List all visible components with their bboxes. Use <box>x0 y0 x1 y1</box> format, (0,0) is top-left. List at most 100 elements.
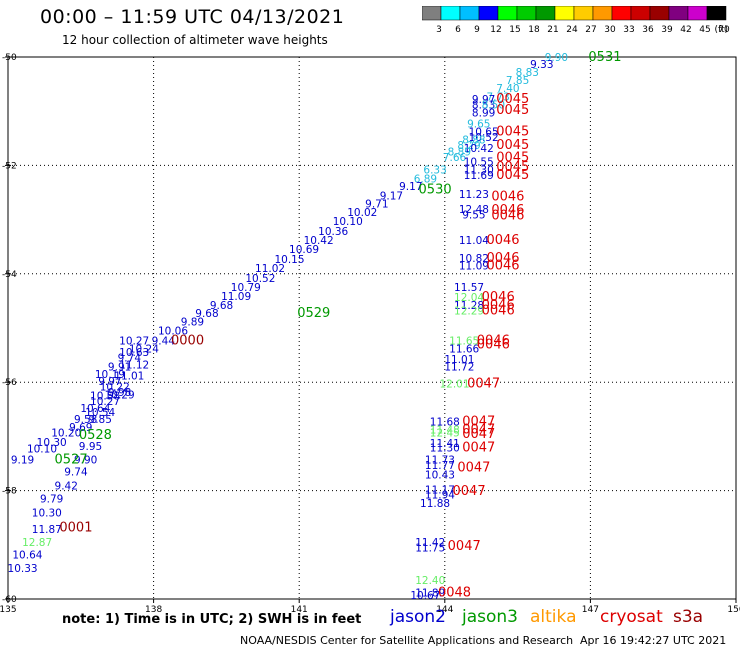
data-point-label: 8.29 <box>457 140 480 152</box>
data-point-label: 12.45 <box>430 427 460 439</box>
time-label: 0047 <box>453 484 486 499</box>
legend-jason3: jason3 <box>462 607 518 627</box>
data-point-label: 11.94 <box>425 490 455 502</box>
data-point-label: 10.30 <box>37 437 67 449</box>
data-point-label: 12.01 <box>439 379 469 391</box>
y-tick-label: -60 <box>2 595 17 605</box>
time-label: 0046 <box>482 290 515 305</box>
time-label: 0047 <box>462 427 495 442</box>
data-point-label: 11.65 <box>449 335 479 347</box>
data-point-label: 12.04 <box>454 292 484 304</box>
x-tick-label: 147 <box>582 605 599 615</box>
data-point-label: 11.01 <box>114 370 144 382</box>
data-point-label: 11.12 <box>119 360 149 372</box>
data-point-label: 11.02 <box>255 263 285 275</box>
time-label: 0046 <box>482 298 515 313</box>
data-point-label: 9.85 <box>89 414 112 426</box>
data-point-label: 9.97 <box>98 376 121 388</box>
data-point-label: 11.68 <box>430 417 460 429</box>
colorbar-tick-label: 6 <box>455 25 461 35</box>
time-label: 0047 <box>462 441 495 456</box>
time-label: 0047 <box>462 423 495 438</box>
time-label: 0045 <box>496 160 529 175</box>
colorbar-tick-label: 12 <box>490 25 501 35</box>
x-tick-label: 138 <box>145 605 162 615</box>
data-point-label: 9.42 <box>55 481 78 493</box>
page-subtitle: 12 hour collection of altimeter wave hei… <box>62 33 328 47</box>
data-point-label: 9.71 <box>365 199 388 211</box>
data-point-label: 11.09 <box>221 291 251 303</box>
time-label: 0529 <box>297 306 330 321</box>
data-point-label: 9.44 <box>152 335 176 347</box>
time-label: 0045 <box>496 138 529 153</box>
colorbar-tick-label: 27 <box>585 25 596 35</box>
data-point-label: 11.23 <box>459 189 489 201</box>
y-tick-label: -52 <box>2 161 17 171</box>
time-label: 0046 <box>486 258 519 273</box>
data-point-label: 10.64 <box>80 403 110 415</box>
time-label: 0530 <box>419 183 452 198</box>
data-point-label: 9.33 <box>530 59 553 71</box>
colorbar-tick-label: 36 <box>642 25 654 35</box>
y-tick-label: -56 <box>2 378 17 388</box>
data-point-label: 10.43 <box>425 470 455 482</box>
data-point-label: 10.20 <box>51 427 81 439</box>
data-point-label: 11.69 <box>464 170 494 182</box>
data-point-label: 9.69 <box>69 422 92 434</box>
time-label: 0046 <box>482 303 515 318</box>
data-point-label: 11.17 <box>425 484 455 496</box>
time-label: 0046 <box>491 190 524 205</box>
time-label: 0045 <box>496 103 529 118</box>
data-point-label: 11.77 <box>425 460 455 472</box>
data-point-label: 10.52 <box>469 132 499 144</box>
data-point-label: 9.65 <box>467 118 490 130</box>
legend-s3a: s3a <box>673 607 704 627</box>
colorbar-tick-label: 24 <box>566 25 578 35</box>
data-point-label: 9.91 <box>108 361 131 373</box>
data-point-label: 10.10 <box>333 216 363 228</box>
colorbar-swatch <box>706 6 727 21</box>
data-point-label: 9.90 <box>545 52 568 64</box>
colorbar-tick-label: 9 <box>474 25 480 35</box>
colorbar-tick-label: 21 <box>547 25 558 35</box>
time-label: 0531 <box>588 50 621 65</box>
time-label: 0528 <box>79 428 112 443</box>
time-label: 0047 <box>462 415 495 430</box>
data-point-label: 11.89 <box>415 587 445 599</box>
data-point-label: 11.57 <box>454 282 484 294</box>
x-tick-label: 150 <box>727 605 740 615</box>
data-point-label: 12.48 <box>459 204 489 216</box>
data-point-label: 9.90 <box>74 455 97 467</box>
colorbar-unit-label: (ft) <box>714 25 728 35</box>
data-point-label: 9.74 <box>64 466 88 478</box>
data-point-label: 10.15 <box>274 254 304 266</box>
colorbar-tick-label: 33 <box>623 25 634 35</box>
colorbar-tick-label: 15 <box>509 25 520 35</box>
data-point-label: 12.40 <box>415 575 445 587</box>
x-tick-label: 141 <box>291 605 308 615</box>
time-label: 0045 <box>496 92 529 107</box>
data-point-label: 10.42 <box>464 143 494 155</box>
colorbar: 3 6 9 12 15 18 21 24 27 30 33 36 39 42 45 70(ft) <box>422 6 730 35</box>
data-point-label: 11.42 <box>415 537 445 549</box>
data-point-label: 10.36 <box>318 226 348 238</box>
data-point-label: 9.17 <box>399 181 422 193</box>
data-point-label: 8.83 <box>516 67 539 79</box>
time-label: 0000 <box>171 333 204 348</box>
data-point-label: 11.87 <box>32 524 62 536</box>
data-point-label: 8.89 <box>448 147 471 159</box>
data-point-label: 11.04 <box>459 235 489 247</box>
time-label: 0047 <box>467 377 500 392</box>
y-tick-label: -54 <box>2 270 17 280</box>
data-point-label: 10.24 <box>129 343 159 355</box>
data-point-label: 10.06 <box>158 326 188 338</box>
time-label: 0047 <box>457 461 490 476</box>
data-point-label: 12.29 <box>454 305 484 317</box>
data-point-label: 10.63 <box>119 347 149 359</box>
data-point-label: 11.30 <box>464 165 494 177</box>
data-point-label: 10.22 <box>100 381 130 393</box>
data-point-label: 8.88 <box>462 135 485 147</box>
colorbar-tick-label: 18 <box>528 25 540 35</box>
data-point-label: 9.58 <box>74 414 97 426</box>
